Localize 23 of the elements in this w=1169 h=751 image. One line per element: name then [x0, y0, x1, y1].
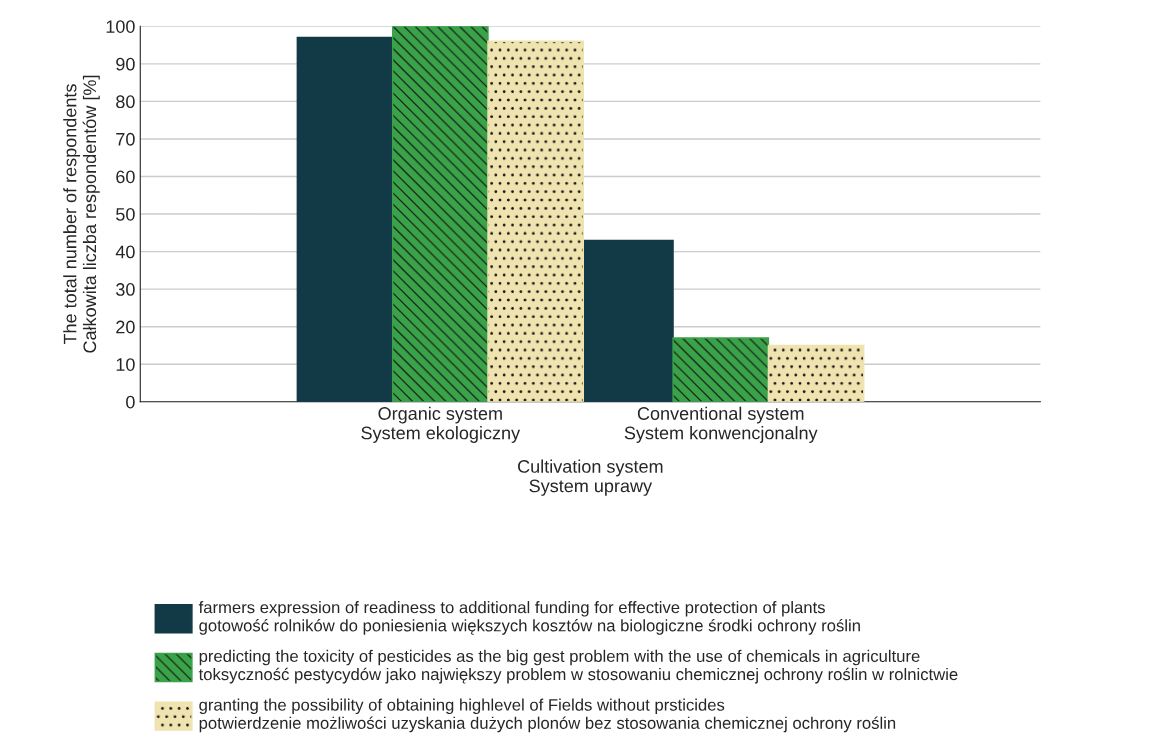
y-tick-label: 60: [116, 170, 135, 184]
bar: [672, 337, 770, 402]
x-tick-label: Conventional system System konwencjonalny: [624, 406, 818, 443]
y-tick-label: 0: [126, 395, 135, 409]
y-tick-label: 70: [116, 132, 135, 146]
bar: [391, 26, 489, 402]
x-axis-title: Cultivation system System uprawy: [518, 459, 663, 496]
y-tick-label: 80: [116, 95, 135, 109]
y-tick-label: 10: [116, 358, 135, 371]
y-axis-title: The total number of respondents Całkowita liczba respondentów [%]: [63, 75, 100, 353]
bar: [767, 344, 865, 402]
bar: [487, 40, 585, 402]
y-tick-label: 30: [116, 283, 135, 296]
legend-label: predicting the toxicity of pesticides as the big gest problem with the use of chemicals in agriculture toksyczność pestycydów jako największy problem w stosowaniu chemicznej ochrony roślin w rolnictwie: [198, 649, 958, 684]
legend-label: granting the possibility of obtaining highlevel of Fields without prsticides potwierdzenie możliwości uzyskania dużych plonów bez stosowania chemicznej ochrony roślin: [199, 698, 896, 733]
bar: [296, 36, 394, 402]
x-tick-label: Organic system System ekologiczny: [361, 406, 521, 443]
y-tick-label: 20: [116, 320, 135, 334]
y-tick-label: 40: [115, 245, 135, 259]
y-tick-label: 90: [116, 57, 135, 71]
legend-label: farmers expression of readiness to additional funding for effective protection of plants gotowość rolników do poniesienia większych kosztów na biologiczne środki ochrony roślin: [198, 601, 860, 635]
y-tick-label: 100: [106, 20, 135, 34]
y-tick-label: 50: [116, 207, 135, 221]
